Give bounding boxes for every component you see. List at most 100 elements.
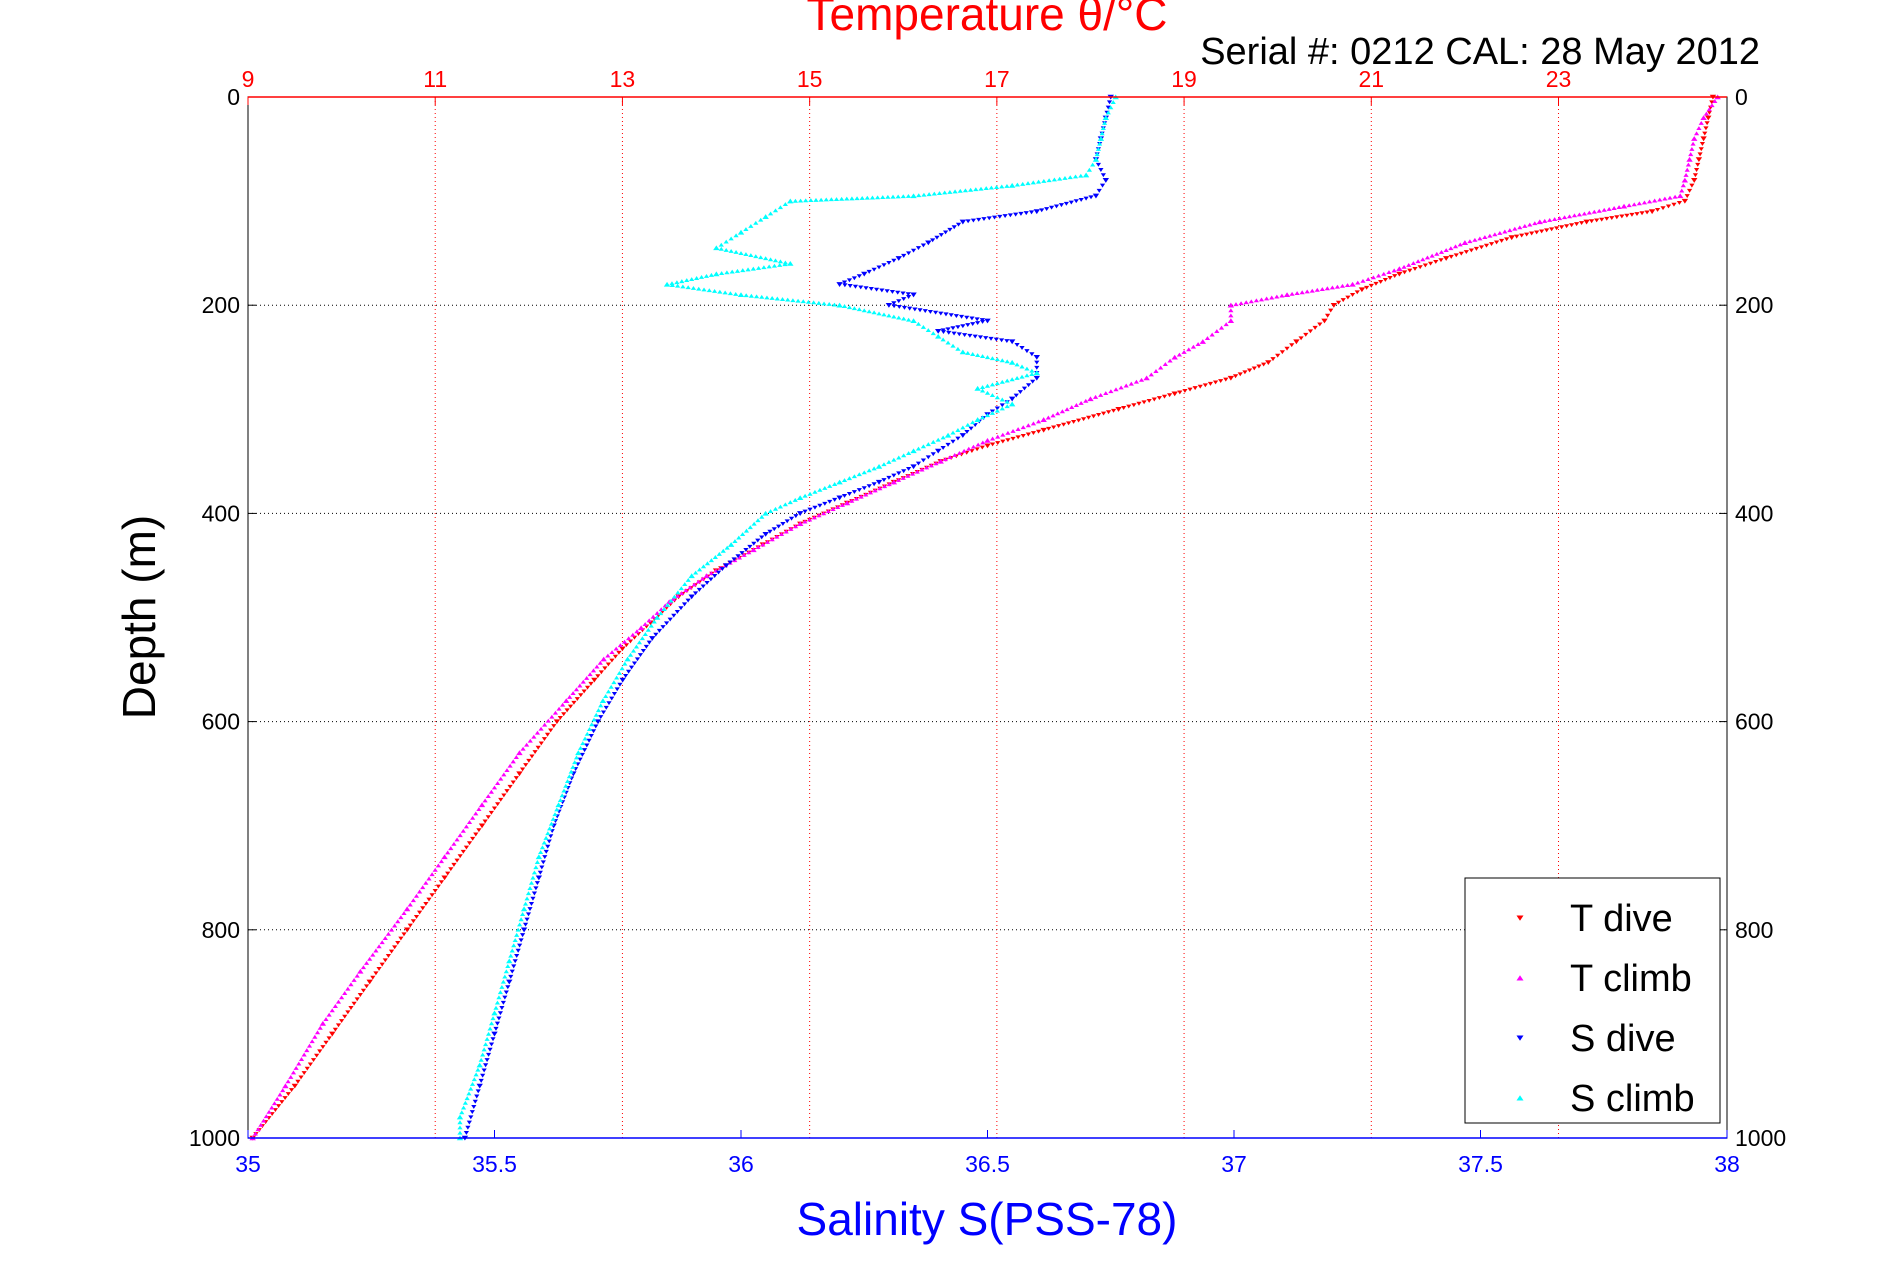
data-point-interp bbox=[679, 591, 685, 596]
data-point-interp bbox=[1095, 413, 1102, 417]
data-point-interp bbox=[906, 451, 912, 455]
data-point-interp bbox=[1017, 390, 1023, 395]
data-point-interp bbox=[1223, 322, 1229, 327]
data-point-interp bbox=[1025, 432, 1031, 437]
data-point-interp bbox=[966, 446, 972, 451]
data-point-interp bbox=[1063, 201, 1069, 206]
data-point-interp bbox=[1269, 295, 1275, 300]
data-point-interp bbox=[668, 598, 674, 603]
data-point-interp bbox=[774, 534, 780, 539]
data-point-interp bbox=[307, 1062, 314, 1067]
data-point bbox=[600, 656, 607, 662]
data-point-interp bbox=[1055, 411, 1061, 416]
data-point-interp bbox=[956, 450, 963, 455]
data-point-interp bbox=[1014, 182, 1021, 187]
data-point-interp bbox=[821, 511, 827, 516]
data-point-interp bbox=[802, 509, 808, 514]
data-point-interp bbox=[723, 247, 729, 252]
data-point-interp bbox=[669, 281, 675, 286]
data-point bbox=[1115, 407, 1122, 412]
data-point-interp bbox=[975, 321, 981, 325]
data-point-interp bbox=[1156, 396, 1162, 401]
data-point-interp bbox=[816, 513, 822, 518]
data-point-interp bbox=[1013, 212, 1019, 217]
data-point-interp bbox=[727, 291, 734, 296]
data-point-interp bbox=[915, 321, 922, 326]
data-point-interp bbox=[856, 274, 862, 279]
data-point-interp bbox=[488, 810, 494, 815]
data-point-interp bbox=[457, 833, 463, 838]
data-point-interp bbox=[999, 397, 1005, 402]
data-point bbox=[649, 636, 656, 641]
data-point-interp bbox=[513, 776, 519, 781]
data-point-interp bbox=[901, 453, 907, 458]
temperature-tick-label: 9 bbox=[242, 66, 255, 92]
data-point-interp bbox=[755, 538, 761, 543]
data-point-interp bbox=[1463, 250, 1469, 255]
data-point bbox=[619, 646, 626, 652]
data-point-interp bbox=[572, 760, 578, 765]
data-point-interp bbox=[1202, 383, 1208, 388]
data-point-interp bbox=[861, 308, 867, 313]
data-point bbox=[506, 958, 513, 964]
data-point-interp bbox=[740, 268, 746, 273]
data-point-interp bbox=[351, 978, 357, 982]
data-point-interp bbox=[989, 356, 996, 361]
data-point-interp bbox=[1457, 242, 1463, 247]
data-point-interp bbox=[880, 195, 886, 200]
data-point-interp bbox=[1004, 183, 1010, 188]
data-point-interp bbox=[631, 661, 638, 666]
data-point-interp bbox=[881, 484, 888, 489]
data-point-interp bbox=[696, 286, 702, 291]
data-point-interp bbox=[1046, 426, 1052, 431]
data-point-interp bbox=[587, 672, 593, 677]
data-point-interp bbox=[591, 717, 597, 722]
data-point-interp bbox=[1071, 419, 1077, 424]
data-point-interp bbox=[751, 541, 757, 546]
data-point-interp bbox=[755, 518, 761, 523]
data-point-interp bbox=[507, 763, 513, 768]
data-point-interp bbox=[1697, 152, 1703, 157]
data-point-interp bbox=[639, 636, 645, 641]
data-point-interp bbox=[520, 933, 526, 938]
data-point-interp bbox=[1113, 387, 1119, 392]
data-point-interp bbox=[485, 1052, 492, 1057]
data-point-interp bbox=[625, 669, 632, 674]
data-point-interp bbox=[938, 311, 944, 316]
data-point-interp bbox=[288, 1074, 294, 1079]
depth-tick-label-right: 400 bbox=[1735, 500, 1773, 526]
data-point-interp bbox=[502, 974, 508, 979]
data-point-interp bbox=[674, 280, 680, 285]
data-point-interp bbox=[696, 567, 703, 572]
data-point-interp bbox=[708, 558, 715, 563]
data-point bbox=[688, 594, 695, 600]
data-point-interp bbox=[1368, 283, 1374, 288]
data-point-interp bbox=[717, 289, 723, 294]
data-point-interp bbox=[515, 927, 521, 932]
data-point-interp bbox=[1504, 237, 1510, 242]
data-point-interp bbox=[841, 280, 848, 285]
data-point-interp bbox=[1078, 400, 1084, 405]
data-point-interp bbox=[1307, 329, 1314, 334]
salinity-tick-label: 35.5 bbox=[472, 1151, 517, 1177]
data-point-interp bbox=[538, 850, 544, 855]
data-point-interp bbox=[310, 1058, 317, 1063]
data-point-interp bbox=[1472, 237, 1478, 242]
data-point-interp bbox=[1611, 206, 1617, 210]
data-point-interp bbox=[306, 1043, 313, 1048]
data-point bbox=[1008, 182, 1016, 188]
data-point-interp bbox=[1105, 105, 1111, 110]
data-point-interp bbox=[1604, 216, 1610, 221]
data-point-interp bbox=[1586, 210, 1592, 215]
data-point-interp bbox=[719, 567, 725, 571]
data-point-interp bbox=[464, 1096, 470, 1101]
data-point bbox=[441, 854, 448, 860]
data-point-interp bbox=[1696, 126, 1702, 131]
depth-tick-label-left: 600 bbox=[202, 709, 240, 735]
data-point-interp bbox=[401, 911, 407, 915]
data-point-interp bbox=[895, 290, 901, 295]
data-point-interp bbox=[891, 304, 897, 309]
data-point bbox=[984, 437, 991, 443]
data-point-interp bbox=[451, 841, 457, 846]
data-point-interp bbox=[943, 312, 949, 317]
